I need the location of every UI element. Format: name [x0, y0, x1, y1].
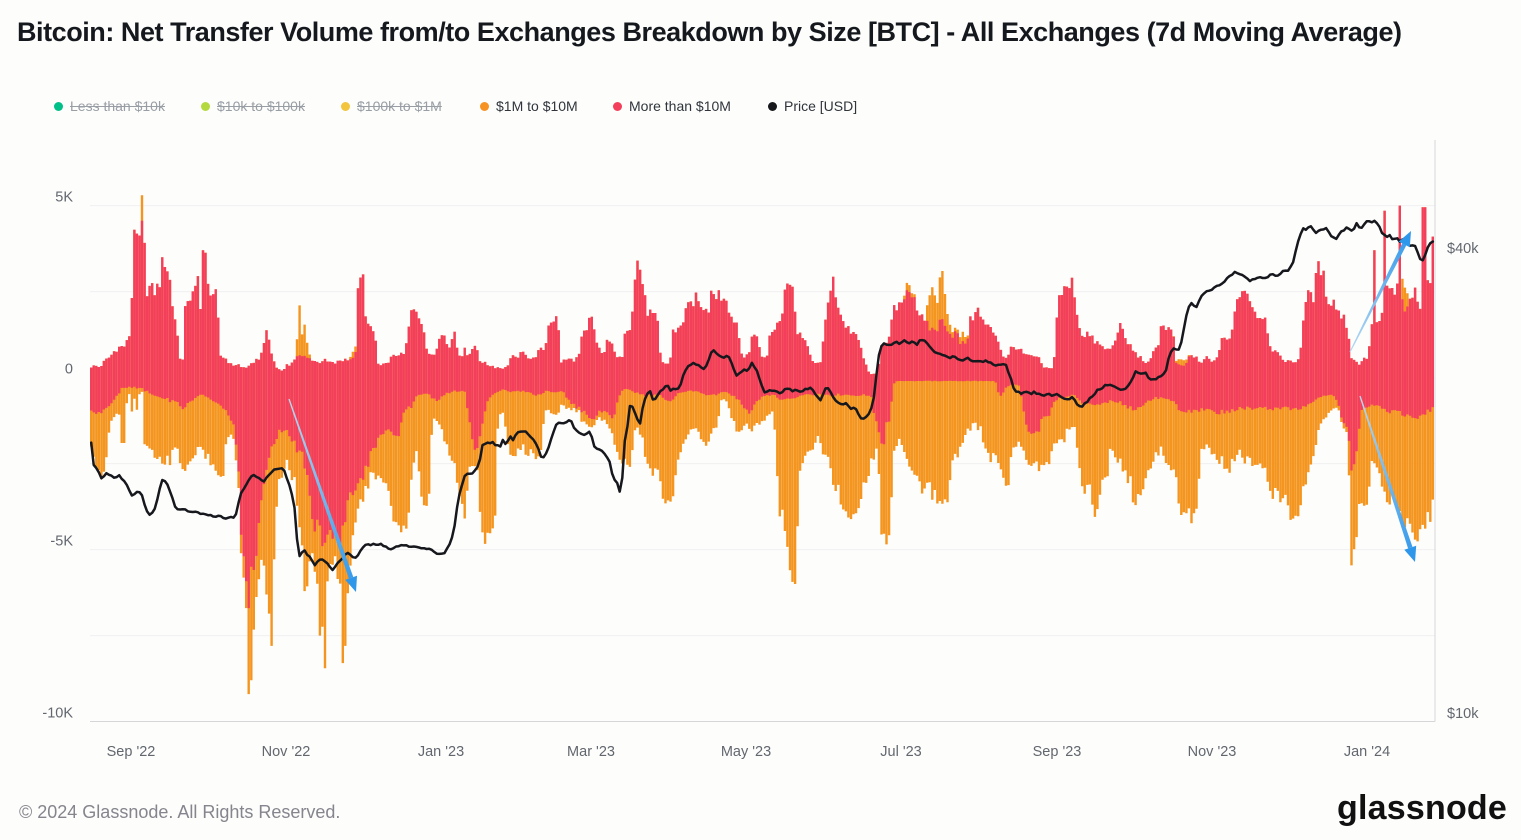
svg-text:May '23: May '23 [721, 744, 771, 760]
svg-text:Sep '22: Sep '22 [107, 744, 156, 760]
svg-text:-10K: -10K [42, 706, 73, 722]
svg-text:$10k: $10k [1447, 706, 1479, 722]
svg-text:0: 0 [65, 362, 73, 378]
svg-text:Jan '24: Jan '24 [1344, 744, 1390, 760]
svg-text:$40k: $40k [1447, 241, 1479, 257]
svg-text:Jan '23: Jan '23 [418, 744, 464, 760]
svg-text:Nov '23: Nov '23 [1188, 744, 1237, 760]
svg-text:Nov '22: Nov '22 [262, 744, 311, 760]
svg-text:Mar '23: Mar '23 [567, 744, 615, 760]
svg-text:-5K: -5K [50, 534, 73, 550]
svg-text:5K: 5K [55, 190, 73, 206]
svg-text:Jul '23: Jul '23 [880, 744, 921, 760]
svg-text:Sep '23: Sep '23 [1033, 744, 1082, 760]
